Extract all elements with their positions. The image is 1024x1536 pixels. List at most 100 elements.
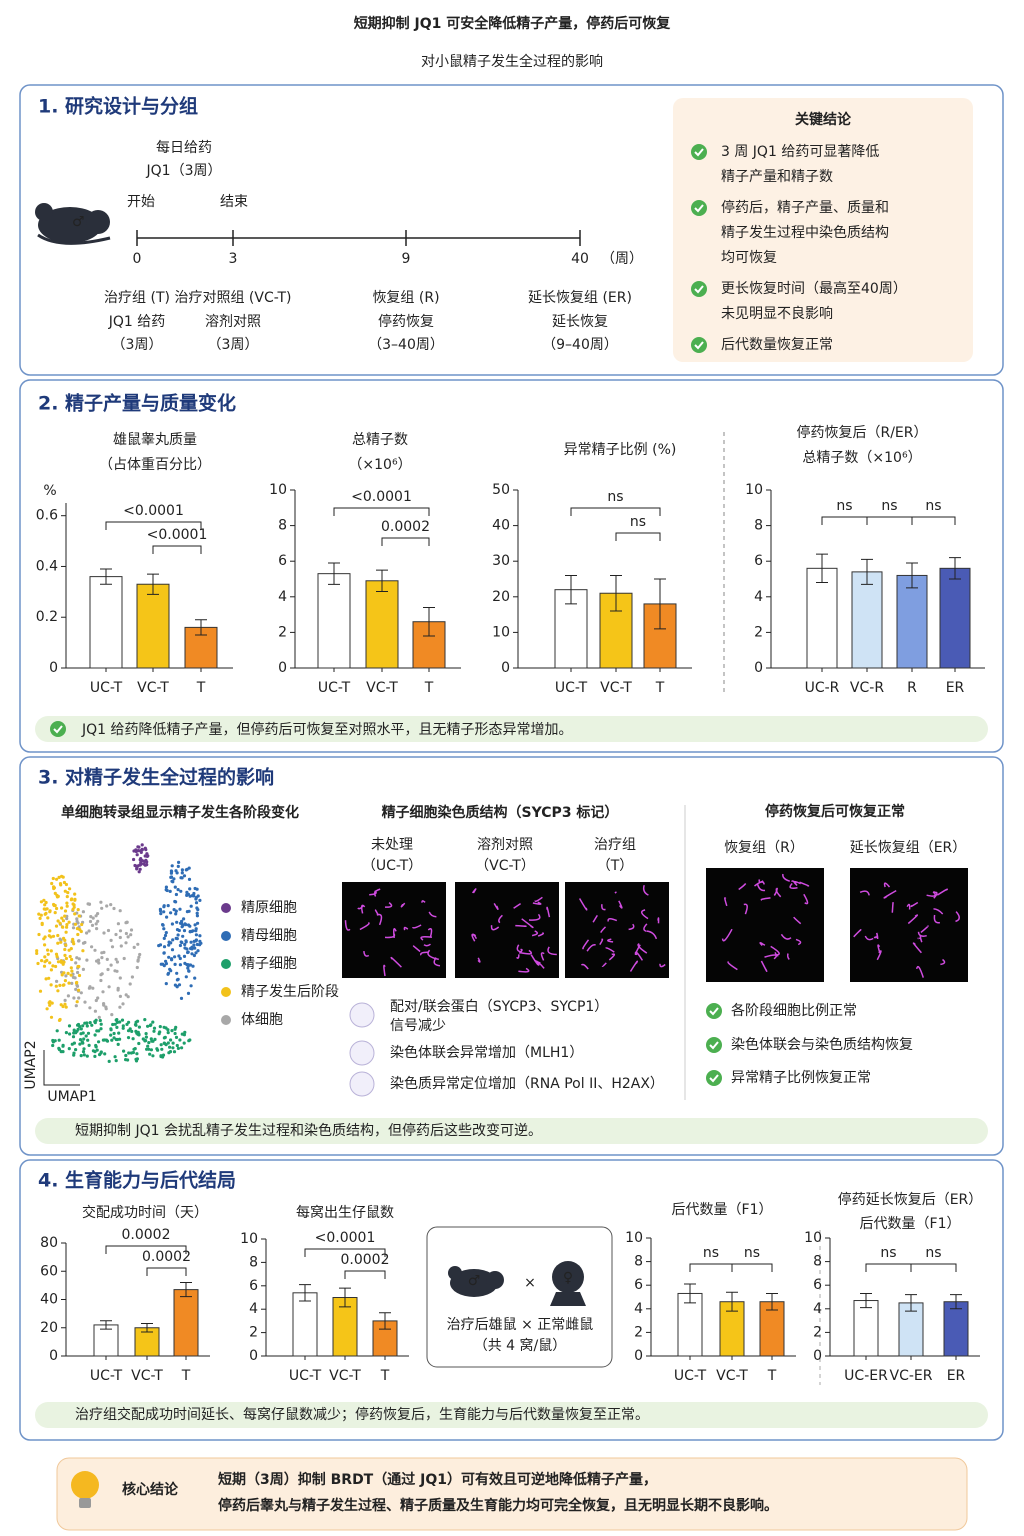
y-tick-label: 40 — [40, 1292, 58, 1308]
umap-point — [99, 1050, 103, 1054]
chromosome — [412, 945, 421, 953]
umap-point — [119, 944, 123, 948]
umap-point — [147, 1041, 151, 1045]
umap-point — [57, 875, 61, 880]
bar — [853, 1300, 879, 1357]
umap-point — [75, 980, 79, 985]
umap-point — [164, 962, 168, 966]
umap-point — [129, 928, 134, 932]
key-item: 更长恢复时间（最高至40周） — [721, 280, 907, 297]
umap-point — [183, 922, 187, 926]
umap-point — [126, 995, 130, 999]
label: （周） — [601, 251, 643, 267]
micrograph — [455, 882, 559, 978]
umap-point — [99, 978, 103, 983]
umap-point — [49, 1015, 54, 1019]
chromosome — [383, 964, 386, 977]
chart-title: 停药恢复后（R/ER） — [796, 424, 927, 441]
p-value: 0.0002 — [381, 519, 430, 535]
x-tick-label: T — [655, 680, 665, 696]
error-bar — [861, 558, 873, 585]
umap-point — [97, 961, 101, 965]
chromosome — [721, 928, 733, 942]
umap-point — [178, 907, 182, 911]
umap-point — [188, 930, 192, 934]
umap-point — [162, 910, 166, 914]
chromosome — [423, 943, 431, 947]
umap-point — [37, 932, 41, 937]
umap-point — [113, 1055, 117, 1059]
bar — [896, 574, 928, 669]
y-tick-label: 10 — [745, 482, 763, 498]
umap-point — [72, 1051, 76, 1055]
umap-point — [133, 1023, 138, 1027]
umap-point — [175, 937, 179, 941]
umap-point — [166, 1041, 170, 1045]
umap-point — [81, 967, 85, 972]
umap-point — [50, 881, 54, 886]
y-tick-label: 0 — [278, 660, 287, 676]
umap-point — [95, 1029, 99, 1033]
umap-point — [164, 885, 168, 889]
umap-point — [182, 954, 187, 959]
check-icon — [709, 1074, 719, 1083]
error-bar — [860, 1292, 872, 1309]
chromosome — [490, 925, 500, 931]
umap-point — [138, 867, 142, 871]
umap-point — [85, 958, 89, 962]
umap-point — [76, 908, 80, 912]
umap-point — [177, 928, 181, 933]
umap-point — [174, 1035, 179, 1039]
umap-point — [192, 894, 196, 898]
umap-point — [98, 1018, 102, 1023]
umap-point — [102, 931, 106, 935]
chromosome — [659, 963, 666, 968]
umap-point — [144, 1032, 148, 1036]
y-tick-label: 4 — [634, 1301, 643, 1317]
umap-point — [55, 906, 59, 911]
label: （VC-T） — [475, 858, 535, 874]
umap-point — [185, 893, 189, 897]
legend-label: 精母细胞 — [241, 928, 297, 944]
umap-point — [57, 1046, 61, 1050]
umap-point — [78, 1042, 82, 1046]
check-icon — [709, 1041, 719, 1050]
chromosome — [411, 924, 422, 929]
p-value: ns — [836, 498, 852, 514]
umap-point — [163, 933, 168, 938]
umap-point — [99, 973, 103, 977]
y-tick-label: 50 — [492, 482, 510, 498]
umap-point — [170, 948, 175, 952]
finding: 配对/联会蛋白（SYCP3、SYCP1） — [390, 999, 608, 1015]
umap-point — [122, 1049, 126, 1053]
umap-point — [71, 1035, 76, 1039]
umap-point — [107, 1059, 111, 1063]
x-tick-label: UC-T — [90, 1368, 123, 1384]
chromosome — [534, 896, 543, 902]
umap-point — [159, 962, 163, 966]
umap-point — [180, 1032, 184, 1036]
umap-point — [82, 1037, 86, 1041]
error-bar — [299, 1284, 311, 1302]
umap-point — [139, 850, 143, 855]
chromosome — [859, 890, 870, 896]
umap-point — [194, 951, 198, 955]
male-symbol: ♂ — [468, 1273, 481, 1289]
umap-point — [84, 1034, 88, 1038]
chromosome — [586, 944, 596, 952]
label: JQ1（3周） — [146, 163, 222, 179]
umap-point — [73, 922, 78, 926]
umap-point — [72, 1028, 76, 1032]
check-icon — [691, 200, 707, 216]
y-tick-label: 10 — [492, 624, 510, 640]
chromosome — [955, 911, 960, 923]
check-icon — [50, 721, 66, 737]
umap-point — [35, 951, 39, 956]
umap-point — [88, 1006, 92, 1010]
umap-point — [182, 874, 187, 878]
umap-point — [175, 1043, 179, 1048]
chromosome — [940, 958, 946, 966]
error-bar — [180, 1282, 192, 1298]
umap-point — [129, 933, 133, 937]
chromosome — [618, 900, 623, 909]
